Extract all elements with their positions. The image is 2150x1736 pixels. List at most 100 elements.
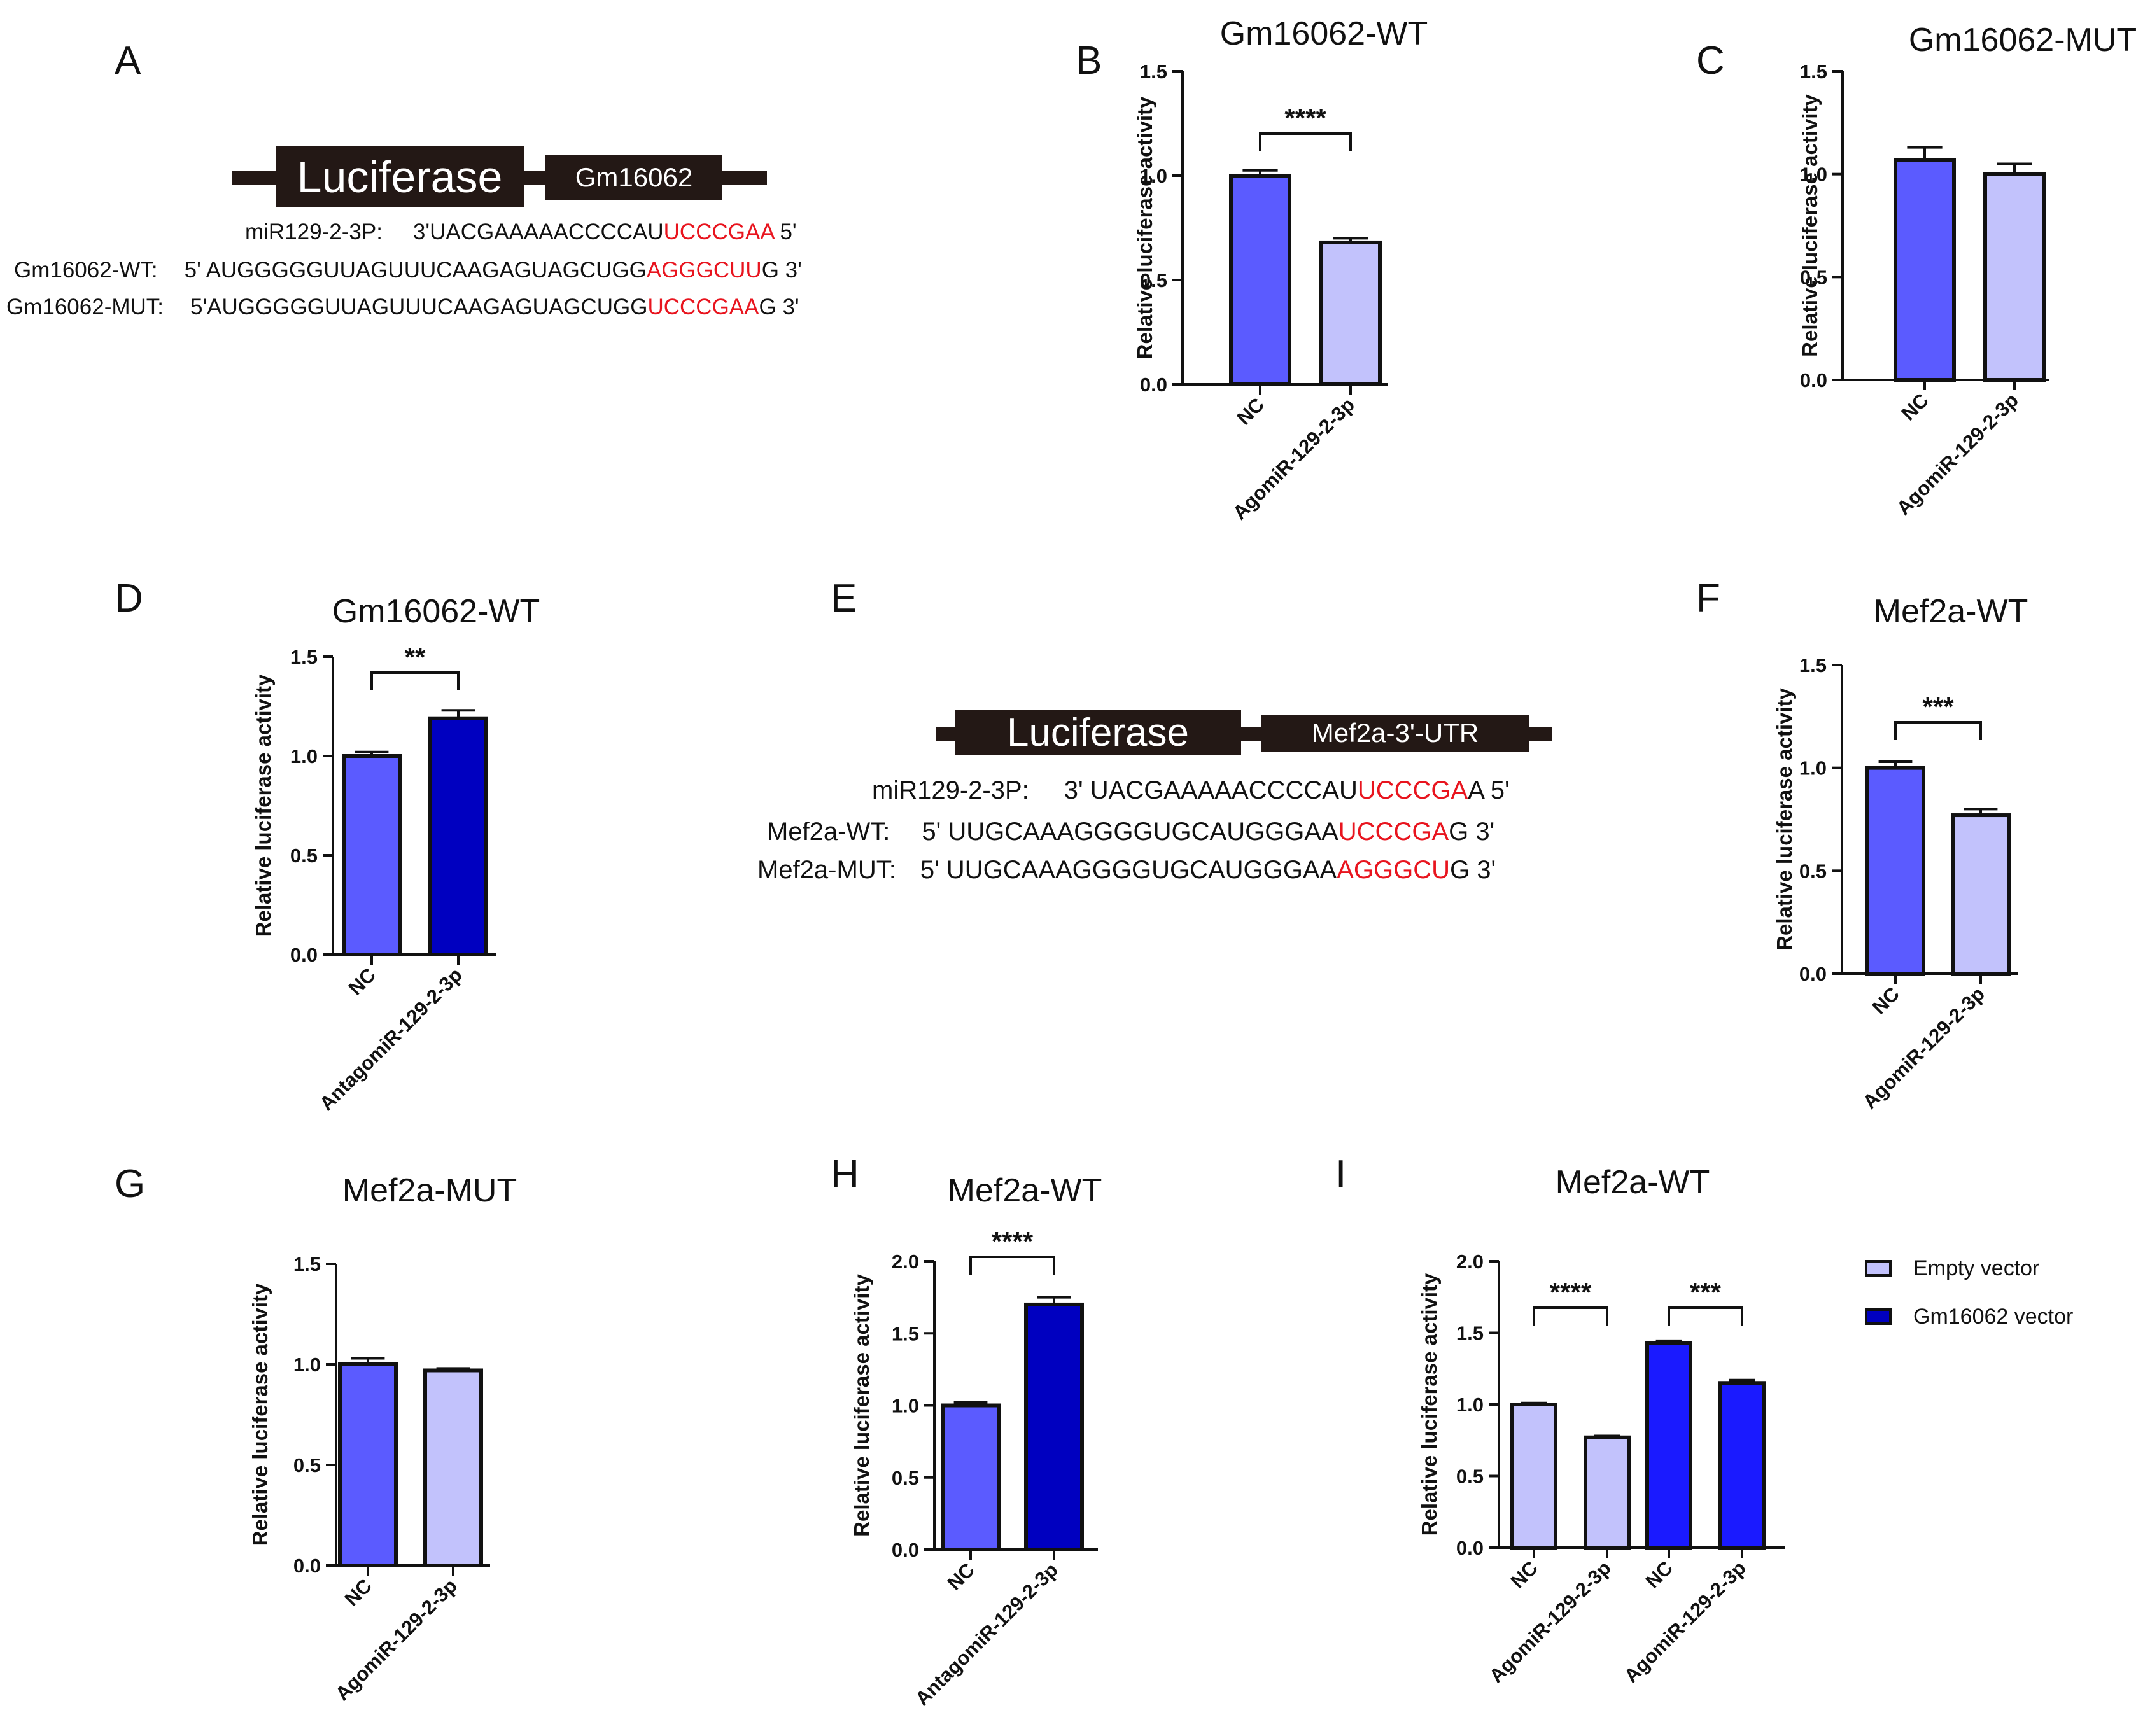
y-tick-label: 1.0 — [1140, 165, 1167, 187]
panel-label-g: G — [115, 1162, 146, 1206]
panel-label-e: E — [831, 577, 857, 620]
seq-label: miR129-2-3P: — [245, 220, 383, 244]
construct-e-insert: Mef2a-3'-UTR — [1261, 715, 1529, 752]
bar — [1319, 240, 1382, 386]
chart-title: Mef2a-WT — [948, 1172, 1102, 1209]
construct-a-seq-wt: Gm16062-WT: 5' AUGGGGGUUAGUUUCAAGAGUAGCUG… — [14, 258, 802, 283]
seq-label: Gm16062-MUT: — [6, 295, 164, 319]
seq-highlight: UCCCGA — [1357, 776, 1468, 804]
y-tick-label: 2.0 — [892, 1250, 919, 1273]
y-tick-label: 0.0 — [293, 1555, 321, 1577]
x-tick-label: AntagomiR-129-2-3p — [911, 1558, 1062, 1710]
y-axis-label: Relative luciferase activity — [1133, 96, 1156, 359]
y-axis-label: Relative luciferase activity — [850, 1273, 873, 1536]
bar — [1894, 158, 1956, 382]
y-tick-label: 0.5 — [892, 1467, 919, 1489]
seq-tail: A 5' — [1468, 776, 1510, 804]
y-tick-label: 1.5 — [892, 1322, 919, 1345]
bar — [1584, 1435, 1631, 1550]
y-tick-label: 0.0 — [1800, 369, 1827, 391]
seq-highlight: AGGGCUU — [646, 258, 762, 283]
y-tick-label: 0.0 — [1799, 963, 1827, 985]
x-tick-label: NC — [1233, 393, 1268, 429]
bar — [1510, 1403, 1557, 1550]
bar — [1645, 1341, 1692, 1550]
seq-highlight: UCCCGAA — [647, 295, 759, 319]
y-tick-label: 1.0 — [892, 1395, 919, 1417]
bar — [1229, 174, 1291, 386]
seq-tail: G 3' — [1450, 856, 1496, 884]
chart-c-gm16062-mut-agomir: Gm16062-MUT Relative luciferase activity 0… — [1798, 22, 2137, 519]
bar — [941, 1403, 1001, 1551]
legend-item-empty-vector: Empty vector — [1865, 1244, 2073, 1292]
chart-title: Gm16062-MUT — [1909, 22, 2137, 59]
construct-e-seq-mirna: miR129-2-3P: 3' UACGAAAAACCCCAUUCCCGAA 5' — [872, 776, 1510, 805]
significance-bracket — [1668, 1306, 1743, 1326]
x-tick-label: NC — [1897, 389, 1933, 424]
significance-bracket — [1259, 132, 1352, 151]
seq-highlight: UCCCGAA — [663, 220, 774, 244]
significance-bracket — [1894, 721, 1982, 740]
significance-bracket — [1533, 1306, 1608, 1326]
legend-swatch — [1865, 1260, 1892, 1277]
y-axis-label: Relative luciferase activity — [248, 1283, 272, 1546]
legend-swatch — [1865, 1308, 1892, 1325]
y-tick-label: 1.0 — [1456, 1394, 1484, 1416]
x-tick-label: NC — [943, 1558, 979, 1594]
seq-tail: G 3' — [1449, 818, 1495, 846]
panel-label-a: A — [115, 39, 141, 83]
bar — [338, 1362, 398, 1567]
seq-body: 5' UUGCAAAGGGGUGCAUGGGAA — [920, 856, 1337, 884]
legend-panel-i: Empty vector Gm16062 vector — [1865, 1244, 2073, 1341]
construct-a-diagram: Luciferase Gm16062 — [232, 146, 767, 210]
x-tick-label: NC — [1507, 1557, 1542, 1592]
significance-label: **** — [992, 1226, 1034, 1256]
significance-label: **** — [1550, 1277, 1592, 1307]
legend-item-gm16062-vector: Gm16062 vector — [1865, 1292, 2073, 1341]
x-tick-label: AgomiR-129-2-3p — [1485, 1557, 1615, 1687]
y-tick-label: 0.0 — [1456, 1537, 1484, 1559]
bar — [1718, 1381, 1766, 1550]
seq-highlight: UCCCGA — [1338, 818, 1449, 846]
y-axis-label: Relative luciferase activity — [1798, 94, 1822, 356]
y-tick-label: 2.0 — [1456, 1250, 1484, 1273]
y-tick-label: 1.5 — [290, 646, 318, 668]
y-axis-label: Relative luciferase activity — [1773, 687, 1796, 950]
y-tick-label: 1.5 — [1800, 60, 1827, 83]
y-axis-label: Relative luciferase activity — [251, 674, 275, 937]
legend-label: Gm16062 vector — [1913, 1304, 2074, 1329]
chart-d-gm16062-wt-antagomir: Gm16062-WT Relative luciferase activity 0.… — [251, 593, 540, 1115]
significance-label: **** — [1284, 103, 1326, 133]
chart-h-mef2a-wt-antagomir: Mef2a-WT Relative luciferase activity 0.0 0… — [850, 1172, 1102, 1710]
y-tick-label: 1.5 — [1140, 60, 1167, 83]
significance-label: ** — [405, 642, 426, 672]
bar — [342, 754, 402, 956]
y-axis-label: Relative luciferase activity — [1417, 1273, 1441, 1536]
x-tick-label: AgomiR-129-2-3p — [1620, 1557, 1750, 1687]
bar — [1983, 172, 2046, 382]
construct-e-seq-mut: Mef2a-MUT: 5' UUGCAAAGGGGUGCAUGGGAAAGGGCU… — [757, 856, 1496, 885]
y-tick-label: 0.0 — [290, 944, 318, 966]
chart-g-mef2a-mut-agomir: Mef2a-MUT Relative luciferase activity 0.0… — [248, 1172, 517, 1705]
seq-body: 3' UACGAAAAACCCCAU — [1064, 776, 1358, 804]
x-tick-label: AntagomiR-129-2-3p — [315, 963, 467, 1115]
y-tick-label: 0.5 — [293, 1454, 321, 1476]
seq-body: 5' AUGGGGGUUAGUUUCAAGAGUAGCUGG — [184, 258, 647, 283]
seq-body: 5' UUGCAAAGGGGUGCAUGGGAA — [922, 818, 1338, 846]
construct-a-seq-mut: Gm16062-MUT: 5'AUGGGGGUUAGUUUCAAGAGUAGCUG… — [6, 295, 799, 320]
significance-label: *** — [1922, 692, 1954, 722]
seq-tail: G 3' — [761, 258, 802, 283]
y-tick-label: 1.0 — [1799, 757, 1827, 780]
seq-label: Gm16062-WT: — [14, 258, 158, 283]
bar — [423, 1368, 483, 1567]
construct-e-reporter: Luciferase — [955, 710, 1241, 755]
significance-bracket — [969, 1256, 1055, 1275]
y-tick-label: 0.0 — [1140, 374, 1167, 396]
y-tick-label: 1.0 — [293, 1354, 321, 1376]
y-tick-label: 0.5 — [1799, 860, 1827, 882]
seq-label: miR129-2-3P: — [872, 776, 1029, 804]
y-tick-label: 1.5 — [1456, 1322, 1484, 1345]
y-tick-label: 1.0 — [1800, 164, 1827, 186]
construct-e-diagram: Luciferase Mef2a-3'-UTR — [936, 710, 1552, 760]
seq-tail: G 3' — [759, 295, 799, 319]
